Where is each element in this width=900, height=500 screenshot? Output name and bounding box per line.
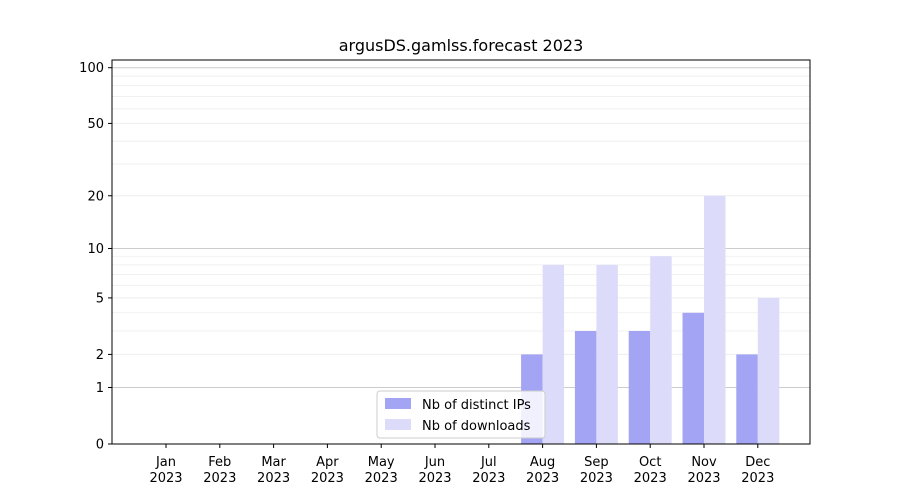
bar-downloads <box>542 264 565 444</box>
x-tick-label-year: 2023 <box>526 471 559 486</box>
plot-frame <box>111 59 811 445</box>
y-tick-label: 20 <box>87 189 104 204</box>
legend-label-downloads: Nb of downloads <box>422 419 531 434</box>
x-tick-label-year: 2023 <box>149 471 182 486</box>
bars <box>521 195 780 444</box>
legend-swatch-ips <box>385 398 411 409</box>
bar-distinct-ips <box>736 354 758 444</box>
x-tick-label-month: Mar <box>261 455 286 470</box>
bar-distinct-ips <box>628 330 651 444</box>
x-tick-label-month: Sep <box>584 455 609 470</box>
x-tick-label-month: Jan <box>155 455 176 470</box>
x-tick-label-year: 2023 <box>687 471 720 486</box>
x-tick-label-year: 2023 <box>472 471 505 486</box>
legend-box <box>376 390 546 439</box>
y-tick-label: 2 <box>96 348 104 363</box>
legend: Nb of distinct IPs Nb of downloads <box>376 390 546 439</box>
y-tick-label: 50 <box>87 117 104 132</box>
chart-title: argusDS.gamlss.forecast 2023 <box>339 36 584 55</box>
x-tick-label-month: Aug <box>530 455 555 470</box>
y-tick-label: 10 <box>87 242 104 257</box>
x-tick-label-year: 2023 <box>741 471 774 486</box>
bar-distinct-ips <box>682 312 704 444</box>
legend-swatch-downloads <box>385 419 411 430</box>
y-tick-label: 0 <box>96 438 104 453</box>
x-tick-label-month: Oct <box>639 455 661 470</box>
x-tick-label-month: Feb <box>208 455 231 470</box>
x-tick-label-month: Jul <box>480 455 497 470</box>
bar-downloads <box>704 195 726 444</box>
x-axis: Jan2023Feb2023Mar2023Apr2023May2023Jun20… <box>149 444 774 486</box>
bar-distinct-ips <box>574 330 597 444</box>
y-tick-label: 5 <box>96 291 104 306</box>
bar-downloads <box>650 256 672 444</box>
x-tick-label-month: Dec <box>745 455 770 470</box>
x-tick-label-year: 2023 <box>580 471 613 486</box>
bar-downloads <box>757 297 780 444</box>
x-tick-label-year: 2023 <box>634 471 667 486</box>
x-tick-label-month: Jun <box>424 455 445 470</box>
x-tick-label-year: 2023 <box>257 471 290 486</box>
x-tick-label-year: 2023 <box>311 471 344 486</box>
x-tick-label-year: 2023 <box>365 471 398 486</box>
x-tick-label-year: 2023 <box>203 471 236 486</box>
legend-label-ips: Nb of distinct IPs <box>422 398 531 413</box>
y-tick-label: 100 <box>79 61 104 76</box>
x-tick-label-month: May <box>368 455 395 470</box>
y-tick-label: 1 <box>96 381 104 396</box>
bar-downloads <box>596 264 618 444</box>
y-axis: 0 1 2 5 10 20 50 100 <box>79 61 112 453</box>
x-tick-label-month: Apr <box>316 455 339 470</box>
x-tick-label-month: Nov <box>691 455 717 470</box>
x-tick-label-year: 2023 <box>418 471 451 486</box>
